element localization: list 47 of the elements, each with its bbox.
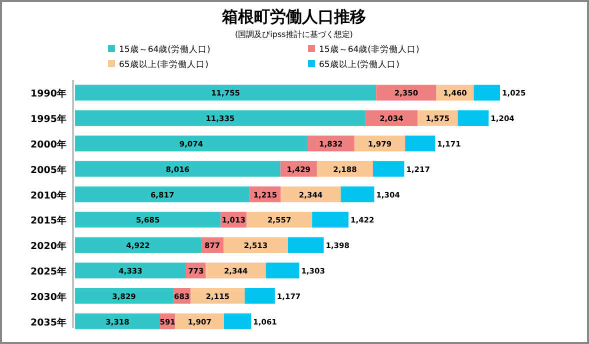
bar <box>190 288 245 304</box>
legend-label: 65歳以上(非労働人口) <box>119 59 208 70</box>
bar <box>246 212 312 228</box>
y-tick-label: 2020年 <box>30 240 67 252</box>
y-tick-label: 2030年 <box>30 290 67 303</box>
bar <box>75 262 186 278</box>
bar <box>354 136 406 152</box>
bar <box>75 212 221 228</box>
bar <box>75 136 308 152</box>
y-tick-label: 2025年 <box>30 266 67 278</box>
bar <box>75 288 174 304</box>
bar <box>224 237 288 253</box>
y-tick-label: 2005年 <box>30 164 67 176</box>
bar <box>340 186 374 202</box>
bar <box>75 313 160 330</box>
bar <box>75 237 202 253</box>
y-tick-label: 1990年 <box>30 88 67 100</box>
y-tick-label: 2000年 <box>30 138 67 150</box>
bar <box>280 186 341 202</box>
y-tick-label: 2010年 <box>30 189 67 202</box>
bar <box>373 161 404 177</box>
bar <box>206 262 266 278</box>
bar <box>474 84 500 101</box>
bar <box>458 110 489 126</box>
bar <box>316 161 374 177</box>
chart-subtitle: (国調及びipss推計に基づく想定) <box>235 30 353 39</box>
y-tick-label: 1995年 <box>30 113 67 126</box>
bar <box>266 262 300 278</box>
legend-label: 15歳～64歳(労働人口) <box>119 44 210 55</box>
legend-label: 15歳～64歳(非労働人口) <box>319 44 420 55</box>
bar <box>75 186 250 202</box>
legend-label: 65歳以上(労働人口) <box>319 59 400 70</box>
bar <box>288 237 324 253</box>
bar <box>365 110 418 126</box>
bar <box>417 110 458 126</box>
bar <box>376 84 436 101</box>
bar <box>244 288 275 304</box>
bar <box>312 212 349 228</box>
y-tick-label: 2035年 <box>30 316 67 328</box>
bar <box>405 136 436 152</box>
chart-title: 箱根町労働人口推移 <box>221 7 366 26</box>
y-tick-label: 2015年 <box>30 214 67 227</box>
bar <box>224 313 252 330</box>
bar <box>75 110 366 126</box>
bar <box>75 161 280 177</box>
bar <box>75 84 376 101</box>
bar <box>307 136 354 152</box>
